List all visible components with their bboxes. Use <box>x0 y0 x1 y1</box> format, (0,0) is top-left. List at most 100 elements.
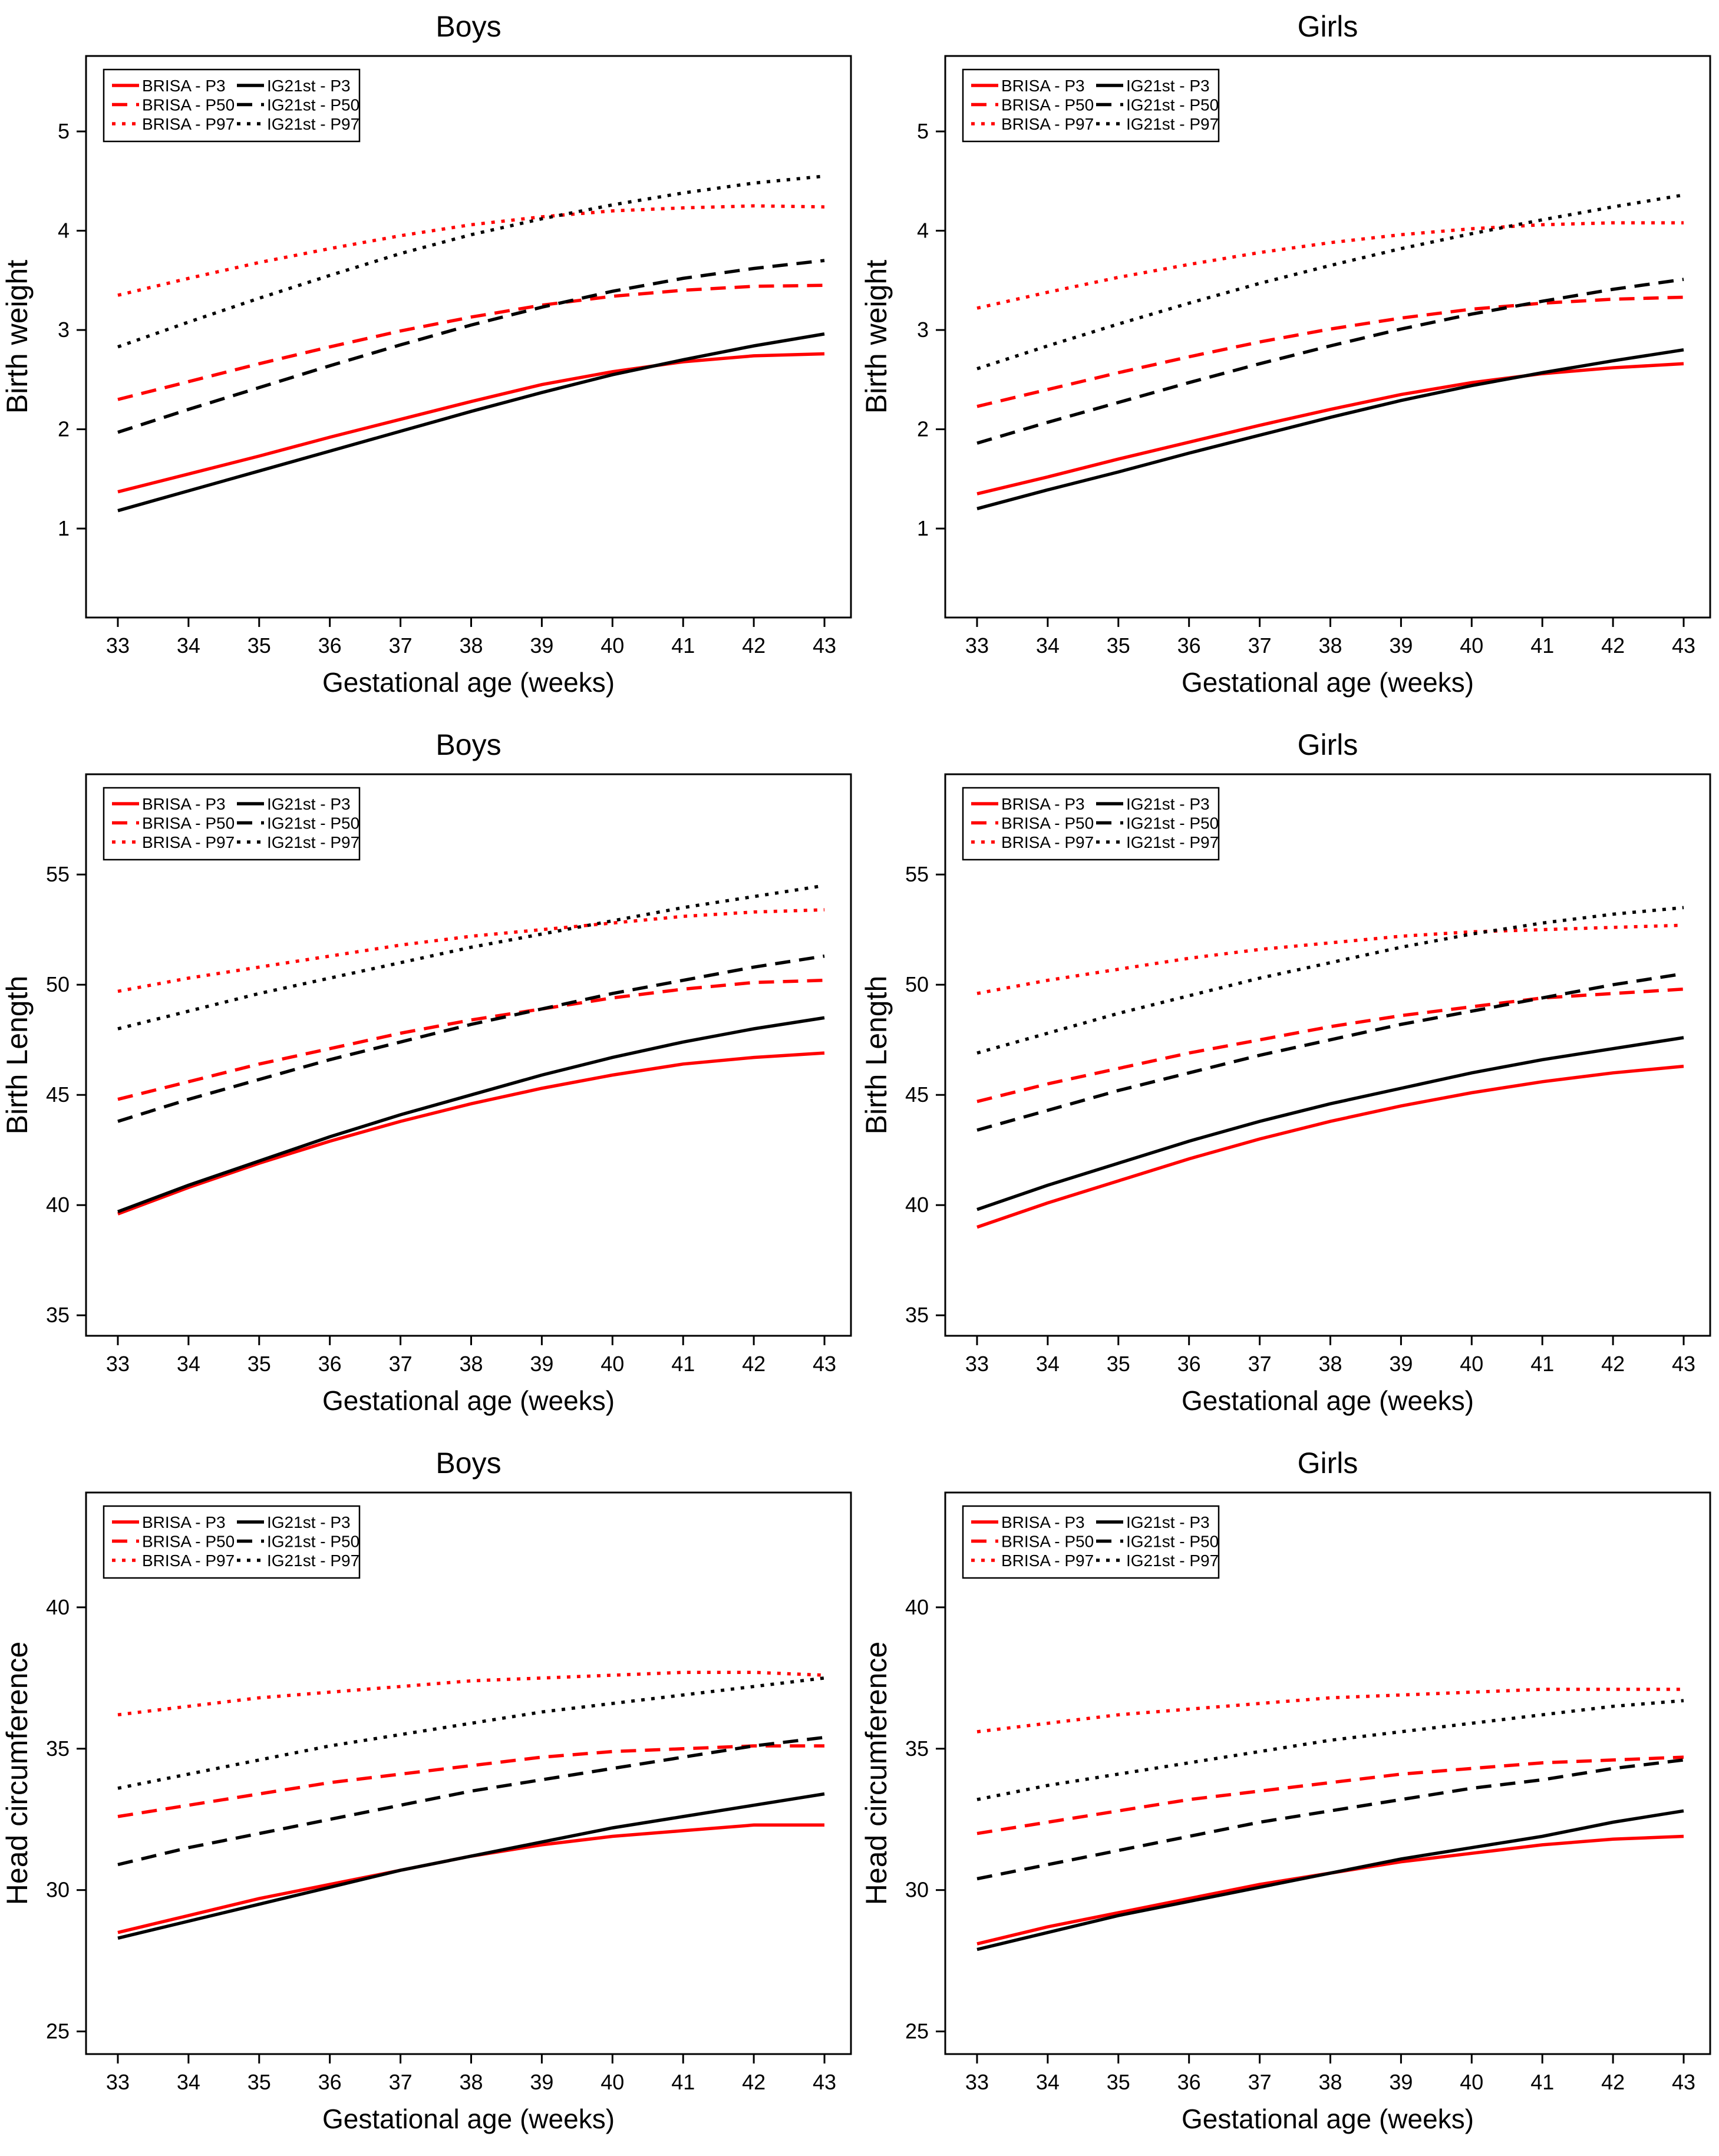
series-line-brisa-p97 <box>976 1688 1684 1734</box>
legend-label: IG21st - P50 <box>267 814 359 833</box>
x-axis-label: Gestational age (weeks) <box>1182 1385 1474 1416</box>
chart-birth-length-girls: Girls Birth Length 33 34 35 36 37 38 39 40 41 42 43 G… <box>859 718 1718 1437</box>
x-tick-label: 43 <box>1672 1352 1695 1376</box>
x-tick-label: 42 <box>742 2070 766 2094</box>
legend-box <box>962 68 1220 143</box>
legend-label: BRISA - P50 <box>1001 1533 1094 1551</box>
series-line-ig21st-p50 <box>117 259 825 434</box>
chart-title: Girls <box>1298 1447 1358 1480</box>
legend-label: BRISA - P50 <box>1001 96 1094 114</box>
y-tick-label: 40 <box>905 1193 929 1217</box>
series-line-brisa-p50 <box>976 1755 1684 1835</box>
x-tick-label: 34 <box>1036 633 1060 658</box>
series-line-brisa-p97 <box>117 908 825 993</box>
y-tick-label: 40 <box>905 1595 929 1619</box>
legend-label: BRISA - P50 <box>142 1533 235 1551</box>
x-tick-label: 42 <box>742 1352 766 1376</box>
y-tick-label: 1 <box>917 516 929 540</box>
x-axis: 33 34 35 36 37 38 39 40 41 42 43 Gestational age (w… <box>106 2054 836 2134</box>
y-tick-label: 4 <box>917 219 929 243</box>
plot-border <box>944 773 1711 1337</box>
y-tick-label: 35 <box>46 1303 70 1327</box>
series-line-ig21st-p3 <box>117 332 825 513</box>
x-tick-label: 37 <box>1248 2070 1272 2094</box>
y-tick-label: 35 <box>905 1736 929 1761</box>
chart-birth-weight-girls: Girls Birth weight 33 34 35 36 37 38 39 40 41 42 43 G… <box>859 0 1718 718</box>
chart-head-circumference-boys: Boys Head circumference 33 34 35 36 37 38 39 40 41… <box>0 1437 859 2155</box>
legend-label: BRISA - P3 <box>1001 1513 1085 1531</box>
series-line-ig21st-p3 <box>976 1036 1684 1211</box>
x-tick-label: 35 <box>248 633 271 658</box>
plot-border <box>85 55 852 619</box>
series-group <box>976 906 1684 1229</box>
legend-label: BRISA - P50 <box>142 814 235 833</box>
chart-title: Girls <box>1298 728 1358 761</box>
y-tick-label: 50 <box>46 972 70 996</box>
series-line-brisa-p50 <box>976 295 1684 408</box>
x-tick-label: 37 <box>389 2070 413 2094</box>
legend-box <box>103 68 361 143</box>
legend-label: BRISA - P97 <box>142 1551 235 1570</box>
legend-label: BRISA - P97 <box>1001 1551 1094 1570</box>
plot-border <box>85 773 852 1337</box>
y-tick-label: 55 <box>905 862 929 886</box>
legend-label: IG21st - P3 <box>267 795 351 813</box>
x-tick-label: 33 <box>965 2070 989 2094</box>
x-tick-label: 43 <box>1672 633 1695 658</box>
series-line-brisa-p97 <box>117 1670 825 1716</box>
chart-title: Boys <box>435 1447 501 1480</box>
legend-label: IG21st - P3 <box>267 77 351 95</box>
chart-svg: Boys Head circumference 33 34 35 36 37 38 39 40 41… <box>1 1447 852 2134</box>
y-tick-label: 25 <box>46 2019 70 2043</box>
legend-label: IG21st - P50 <box>267 96 359 114</box>
chart-svg: Girls Head circumference 33 34 35 36 37 38 39 40 4… <box>860 1447 1711 2134</box>
y-tick-label: 55 <box>46 862 70 886</box>
x-tick-label: 43 <box>813 633 836 658</box>
series-line-ig21st-p97 <box>976 193 1684 371</box>
x-tick-label: 42 <box>742 633 766 658</box>
legend-label: BRISA - P50 <box>1001 814 1094 833</box>
x-tick-label: 41 <box>1530 633 1554 658</box>
legend-label: IG21st - P3 <box>1126 795 1210 813</box>
x-tick-label: 40 <box>601 1352 624 1376</box>
y-axis-label: Birth Length <box>1 976 34 1135</box>
x-tick-label: 43 <box>1672 2070 1695 2094</box>
series-line-brisa-p50 <box>117 283 825 401</box>
plot-border <box>944 55 1711 619</box>
chart-birth-length-boys: Boys Birth Length 33 34 35 36 37 38 39 40 41 42 43 Ge… <box>0 718 859 1437</box>
y-axis: 25 30 35 40 <box>46 1595 86 2043</box>
x-tick-label: 38 <box>459 1352 483 1376</box>
x-tick-label: 37 <box>389 1352 413 1376</box>
x-tick-label: 40 <box>601 2070 624 2094</box>
y-tick-label: 45 <box>46 1082 70 1107</box>
x-axis: 33 34 35 36 37 38 39 40 41 42 43 Gestational age (w… <box>106 1336 836 1416</box>
x-tick-label: 37 <box>1248 633 1272 658</box>
legend-label: IG21st - P97 <box>1126 833 1219 851</box>
x-tick-label: 35 <box>248 1352 271 1376</box>
legend-label: BRISA - P50 <box>142 96 235 114</box>
y-axis: 35 40 45 50 55 <box>905 862 945 1327</box>
x-tick-label: 39 <box>1389 633 1413 658</box>
y-tick-label: 45 <box>905 1082 929 1107</box>
series-line-ig21st-p3 <box>117 1792 825 1940</box>
y-tick-label: 35 <box>905 1303 929 1327</box>
series-line-ig21st-p97 <box>117 174 825 349</box>
series-line-ig21st-p3 <box>117 1016 825 1213</box>
legend-label: IG21st - P97 <box>1126 115 1219 133</box>
x-axis-label: Gestational age (weeks) <box>322 667 615 698</box>
x-tick-label: 35 <box>1107 633 1130 658</box>
series-line-brisa-p3 <box>976 362 1684 496</box>
x-tick-label: 38 <box>459 2070 483 2094</box>
x-tick-label: 41 <box>1530 2070 1554 2094</box>
series-group <box>976 1688 1684 1952</box>
x-tick-label: 41 <box>671 633 695 658</box>
series-line-ig21st-p97 <box>976 1699 1684 1801</box>
x-tick-label: 41 <box>671 2070 695 2094</box>
x-tick-label: 38 <box>459 633 483 658</box>
